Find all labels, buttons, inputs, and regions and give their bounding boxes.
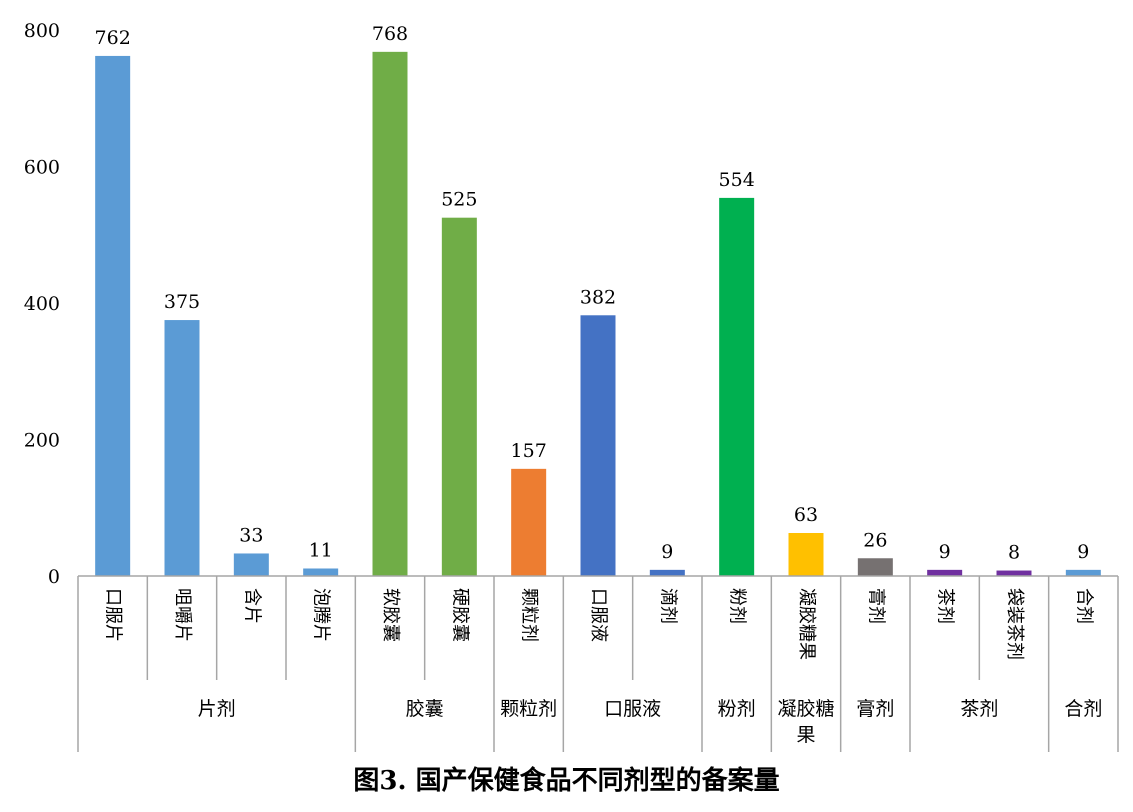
data-label: 375 (164, 291, 200, 313)
x-tick-label: 咀嚼片 (172, 588, 193, 642)
x-tick-label: 颗粒剂 (518, 588, 540, 642)
bar (580, 315, 616, 576)
data-label: 9 (1077, 541, 1089, 563)
y-tick-label: 600 (24, 157, 60, 179)
group-label: 胶囊 (405, 698, 444, 720)
bar (95, 55, 131, 577)
group-label: 口服液 (604, 698, 662, 720)
x-tick-label: 粉剂 (726, 588, 748, 624)
y-tick-label: 800 (24, 20, 60, 42)
data-label: 26 (863, 529, 887, 551)
group-label: 茶剂 (960, 698, 999, 720)
x-tick-label: 凝胶糖果 (796, 588, 817, 660)
data-label: 63 (794, 504, 818, 526)
data-label: 11 (309, 539, 333, 561)
bar (233, 553, 269, 576)
x-tick-label: 泡腾片 (310, 588, 332, 642)
bar (441, 217, 477, 576)
bar (164, 320, 200, 576)
data-label: 9 (661, 541, 673, 563)
chart-title: 图3. 国产保健食品不同剂型的备案量 (353, 766, 780, 796)
y-tick-label: 400 (24, 293, 60, 315)
group-label: 凝胶糖果 (777, 698, 835, 746)
bar (511, 468, 547, 576)
x-tick-label: 茶剂 (934, 588, 956, 624)
x-tick-label: 口服液 (588, 588, 609, 642)
group-label: 颗粒剂 (500, 698, 558, 720)
bar (788, 533, 824, 576)
data-label: 762 (95, 27, 131, 49)
data-label: 9 (939, 541, 951, 563)
bar (1065, 569, 1101, 576)
data-label: 554 (719, 169, 755, 191)
data-label: 33 (239, 524, 263, 546)
x-tick-label: 硬胶囊 (449, 588, 471, 642)
x-tick-label: 含片 (241, 588, 263, 624)
x-tick-label: 口服片 (102, 588, 124, 642)
data-label: 382 (580, 286, 616, 308)
group-label: 膏剂 (856, 698, 895, 720)
group-label: 片剂 (197, 698, 236, 720)
data-label: 525 (441, 189, 477, 211)
y-tick-label: 0 (48, 566, 60, 588)
y-tick-label: 200 (24, 430, 60, 452)
data-label: 8 (1008, 542, 1020, 564)
bar (649, 569, 685, 576)
x-tick-label: 合剂 (1073, 588, 1095, 624)
bar (719, 197, 755, 576)
group-label: 粉剂 (717, 698, 756, 720)
data-label: 157 (511, 440, 547, 462)
x-tick-label: 袋装茶剂 (1004, 588, 1025, 660)
bar (927, 569, 963, 576)
x-tick-label: 软胶囊 (380, 588, 401, 642)
data-label: 768 (372, 23, 408, 45)
x-tick-label: 膏剂 (865, 588, 887, 624)
x-tick-label: 滴剂 (657, 588, 679, 624)
group-label: 合剂 (1064, 698, 1103, 720)
bar (996, 570, 1032, 576)
bar (372, 51, 408, 576)
bar (857, 558, 893, 576)
bar (303, 568, 339, 576)
